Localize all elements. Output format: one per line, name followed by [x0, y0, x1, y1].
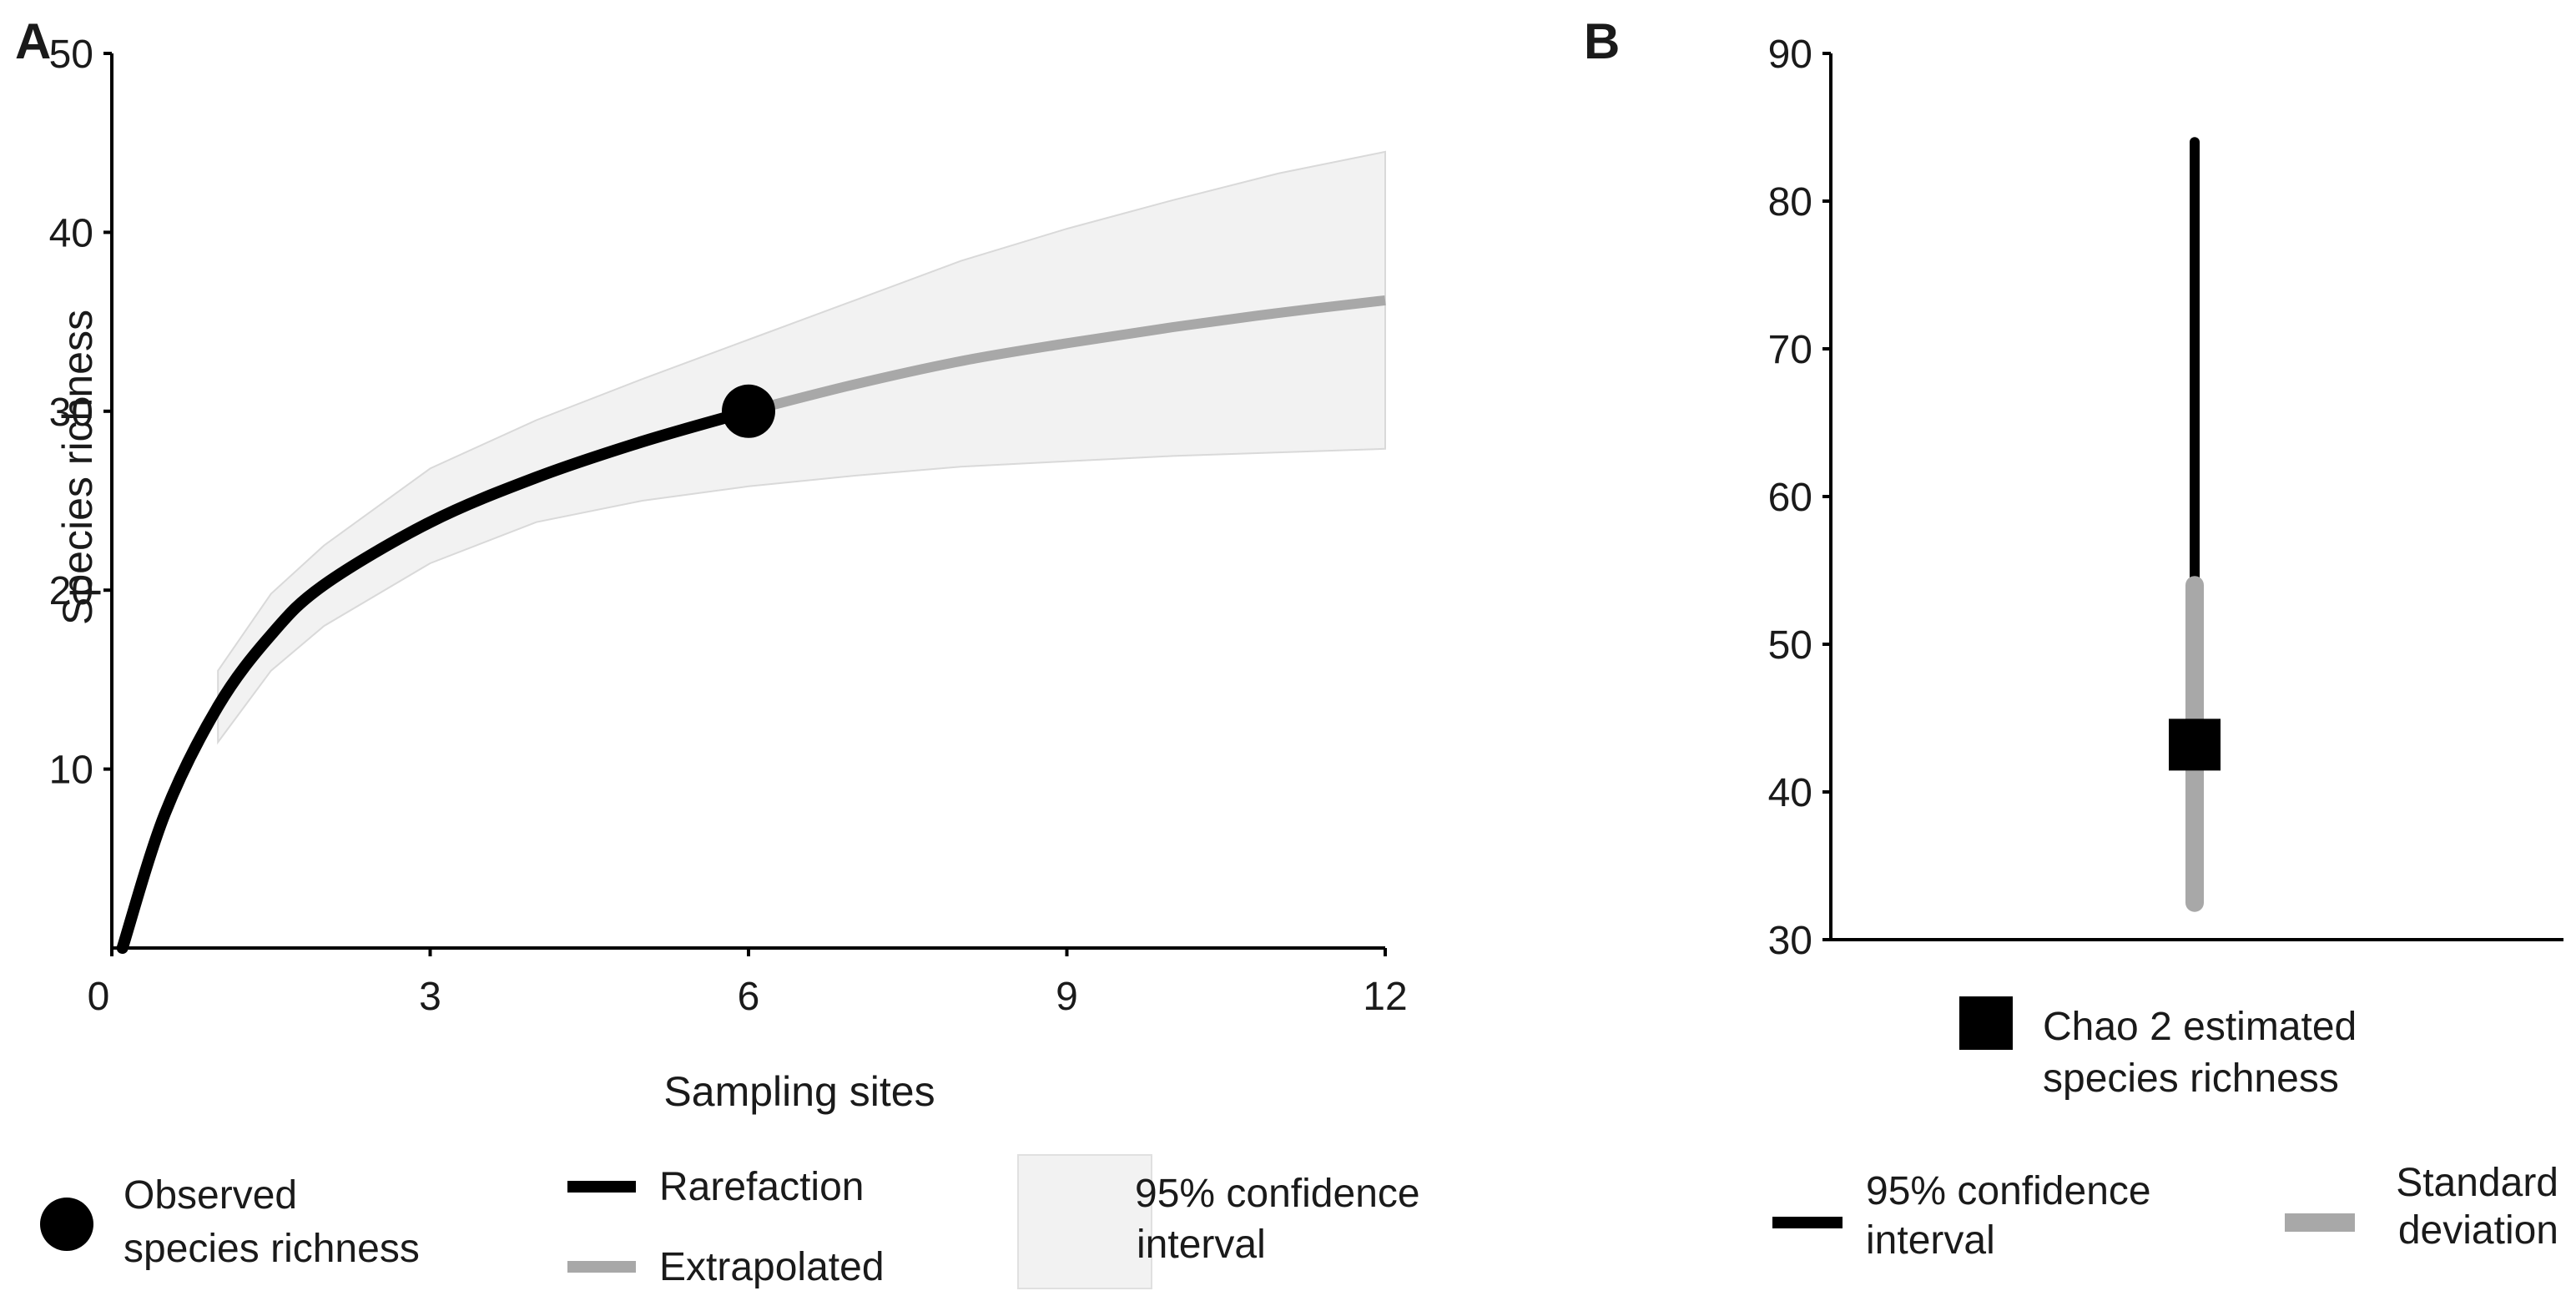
- b-y-tick-label: 40: [1768, 771, 1812, 815]
- legend-sd-label-1: Standard: [2396, 1161, 2558, 1205]
- b-y-tick-label: 60: [1768, 476, 1812, 520]
- y-tick-label: 40: [49, 211, 93, 255]
- y-tick-label: 30: [49, 391, 93, 435]
- y-ticks: 10 20 30 40 50: [49, 33, 112, 793]
- y-tick-label: 10: [49, 749, 93, 793]
- panel-b-letter: B: [1584, 13, 1620, 69]
- panel-a-letter: A: [15, 13, 51, 69]
- b-y-ticks: 30 40 50 60 70 80 90: [1768, 33, 1831, 963]
- x-axis-title: Sampling sites: [663, 1068, 935, 1115]
- x-tick-label: 3: [419, 975, 441, 1019]
- legend-sd-label-2: deviation: [2398, 1208, 2558, 1253]
- legend-chao-marker: [1959, 996, 2013, 1050]
- legend-ci-label-2: interval: [1137, 1223, 1266, 1267]
- b-y-tick-label: 90: [1768, 33, 1812, 77]
- x-tick-label: 12: [1363, 975, 1407, 1019]
- legend-a: Observed species richness Rarefaction Ex…: [40, 1154, 1420, 1289]
- panel-a: A 10 20 30 40 50 0 3 6 9 12 Sampling sites Speci…: [15, 13, 1408, 1115]
- rarefaction-line: [116, 405, 754, 954]
- legend-b-ci-label-2: interval: [1866, 1218, 1995, 1263]
- y-axis-title: Species richness: [54, 310, 101, 625]
- y-tick-label: 20: [49, 569, 93, 613]
- x-tick-label: 6: [738, 975, 760, 1019]
- b-y-tick-label: 30: [1768, 919, 1812, 963]
- observed-point: [722, 384, 775, 438]
- x-tick-label: 0: [88, 975, 110, 1019]
- legend-b-ci-label-1: 95% confidence: [1866, 1169, 2151, 1213]
- legend-ci-swatch: [1017, 1154, 1152, 1289]
- y-tick-label: 50: [49, 33, 93, 77]
- legend-observed-label-2: species richness: [124, 1227, 420, 1271]
- b-y-tick-label: 70: [1768, 328, 1812, 372]
- x-ticks: 0 3 6 9 12: [88, 948, 1408, 1019]
- legend-chao-label-2: species richness: [2043, 1056, 2339, 1101]
- b-y-tick-label: 50: [1768, 623, 1812, 668]
- legend-ci-label-1: 95% confidence: [1135, 1172, 1420, 1216]
- b-y-tick-label: 80: [1768, 180, 1812, 224]
- x-tick-label: 9: [1056, 975, 1078, 1019]
- legend-observed-marker: [40, 1198, 93, 1251]
- legend-extrapolated-label: Extrapolated: [659, 1245, 885, 1289]
- legend-b: Chao 2 estimated species richness 95% co…: [1772, 996, 2558, 1263]
- panel-b: B 30 40 50 60 70 80 90: [1584, 13, 2563, 963]
- confidence-band: [217, 150, 1386, 745]
- estimate-marker: [2169, 719, 2221, 771]
- legend-chao-label-1: Chao 2 estimated: [2043, 1005, 2357, 1049]
- legend-observed-label-1: Observed: [124, 1173, 297, 1218]
- extrapolated-line: [747, 295, 1386, 416]
- legend-rarefaction-label: Rarefaction: [659, 1165, 864, 1209]
